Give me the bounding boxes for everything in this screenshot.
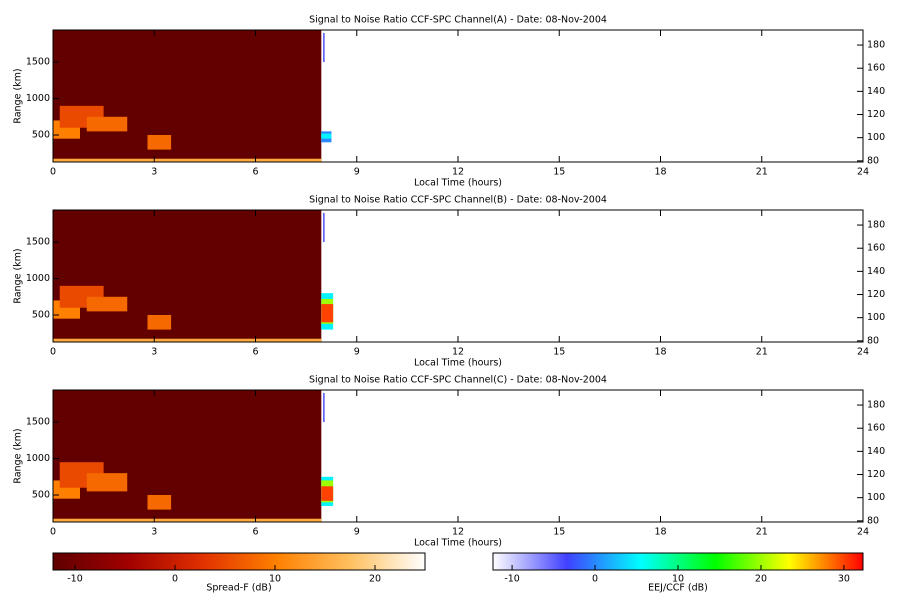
y-tick-label: 1500 [26, 57, 50, 68]
heat-cell [323, 392, 325, 423]
heat-cell [53, 210, 322, 342]
x-tick-label: 0 [50, 167, 56, 178]
x-tick-label: 21 [756, 347, 768, 358]
panel-title: Signal to Noise Ratio CCF-SPC Channel(B)… [309, 195, 607, 206]
y2-tick-label: 120 [867, 289, 885, 300]
y-tick-label: 1500 [26, 237, 50, 248]
y-tick-label: 500 [32, 130, 50, 141]
x-tick-label: 0 [50, 527, 56, 538]
heat-cell [53, 158, 322, 162]
y-tick-label: 1500 [26, 417, 50, 428]
plot-area [53, 390, 334, 522]
colorbar-tick-label: 20 [755, 574, 767, 585]
x-tick-label: 21 [756, 167, 768, 178]
colorbar-tick-label: -10 [504, 574, 520, 585]
y-tick-label: 1000 [26, 453, 50, 464]
x-tick-label: 15 [553, 167, 565, 178]
heat-cell [147, 315, 172, 330]
y2-tick-label: 180 [867, 400, 885, 411]
heat-cell [53, 390, 322, 522]
x-tick-label: 6 [252, 167, 258, 178]
y-tick-label: 500 [32, 310, 50, 321]
x-axis-label: Local Time (hours) [414, 178, 502, 189]
y2-tick-label: 180 [867, 220, 885, 231]
x-axis-label: Local Time (hours) [414, 358, 502, 369]
heat-cell [321, 133, 332, 139]
y2-tick-label: 100 [867, 312, 885, 323]
x-tick-label: 24 [857, 167, 869, 178]
heat-cell [321, 304, 334, 323]
x-tick-label: 9 [354, 167, 360, 178]
y2-tick-label: 140 [867, 266, 885, 277]
y-axis-label: Range (km) [13, 248, 24, 303]
y-tick-label: 1000 [26, 273, 50, 284]
y2-tick-label: 140 [867, 446, 885, 457]
x-tick-label: 6 [252, 347, 258, 358]
y2-tick-label: 180 [867, 40, 885, 51]
y2-tick-label: 100 [867, 492, 885, 503]
y2-tick-label: 80 [867, 515, 879, 526]
x-tick-label: 12 [452, 347, 464, 358]
y2-tick-label: 80 [867, 335, 879, 346]
y-tick-label: 1000 [26, 93, 50, 104]
heat-cell [86, 296, 128, 312]
colorbar-tick-label: 0 [592, 574, 598, 585]
heat-cell [86, 473, 128, 492]
colorbar-tick-label: 10 [672, 574, 684, 585]
x-axis-label: Local Time (hours) [414, 538, 502, 549]
heat-cell [53, 30, 322, 162]
heat-cell [323, 212, 325, 243]
x-tick-label: 3 [151, 167, 157, 178]
y2-tick-label: 140 [867, 86, 885, 97]
x-tick-label: 24 [857, 347, 869, 358]
colorbar [52, 552, 426, 571]
y2-tick-label: 160 [867, 423, 885, 434]
y2-tick-label: 100 [867, 132, 885, 143]
colorbar-tick-label: 30 [838, 574, 850, 585]
x-tick-label: 9 [354, 347, 360, 358]
heat-cell [321, 486, 334, 501]
colorbar-label: EEJ/CCF (dB) [648, 583, 708, 594]
plot-area [53, 30, 332, 162]
y-axis-label: Range (km) [13, 68, 24, 123]
x-tick-label: 0 [50, 347, 56, 358]
colorbar-tick-label: -10 [67, 574, 83, 585]
heat-cell [53, 518, 322, 522]
x-tick-label: 18 [654, 167, 666, 178]
x-tick-label: 15 [553, 347, 565, 358]
heat-cell [323, 32, 325, 63]
x-tick-label: 24 [857, 527, 869, 538]
y-axis-label: Range (km) [13, 428, 24, 483]
x-tick-label: 9 [354, 527, 360, 538]
heat-cell [53, 338, 322, 342]
x-tick-label: 15 [553, 527, 565, 538]
panel-title: Signal to Noise Ratio CCF-SPC Channel(A)… [309, 15, 607, 26]
colorbar-tick-label: 10 [269, 574, 281, 585]
x-tick-label: 12 [452, 527, 464, 538]
y2-tick-label: 160 [867, 243, 885, 254]
colorbar-label: Spread-F (dB) [206, 583, 271, 594]
y2-tick-label: 120 [867, 109, 885, 120]
x-tick-label: 12 [452, 167, 464, 178]
heat-cell [86, 116, 128, 132]
plot-area [53, 210, 334, 342]
y-tick-label: 500 [32, 490, 50, 501]
y2-tick-label: 160 [867, 63, 885, 74]
heat-cell [147, 495, 172, 510]
x-tick-label: 18 [654, 527, 666, 538]
panel-title: Signal to Noise Ratio CCF-SPC Channel(C)… [309, 375, 607, 386]
x-tick-label: 6 [252, 527, 258, 538]
colorbar-tick-label: 0 [172, 574, 178, 585]
x-tick-label: 3 [151, 347, 157, 358]
x-tick-label: 3 [151, 527, 157, 538]
y2-tick-label: 80 [867, 155, 879, 166]
heat-cell [147, 135, 172, 150]
x-tick-label: 18 [654, 347, 666, 358]
y2-tick-label: 120 [867, 469, 885, 480]
x-tick-label: 21 [756, 527, 768, 538]
colorbar-tick-label: 20 [369, 574, 381, 585]
